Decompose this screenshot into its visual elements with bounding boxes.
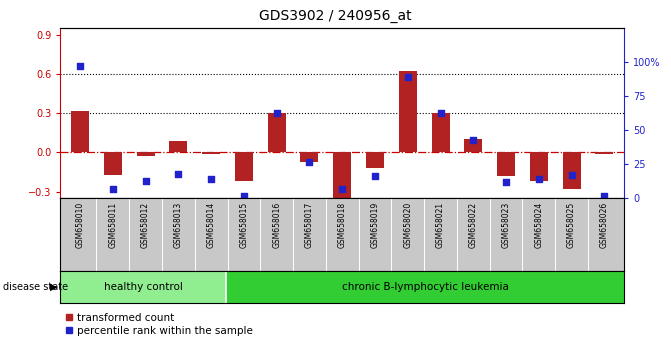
Text: GSM658015: GSM658015	[240, 202, 248, 248]
Bar	[60, 271, 226, 303]
Bar	[333, 153, 351, 198]
Point	[337, 186, 348, 192]
Point	[370, 174, 380, 179]
Text: disease state: disease state	[3, 282, 68, 292]
Point	[206, 176, 217, 182]
Text: GSM658023: GSM658023	[501, 202, 511, 248]
Text: GSM658021: GSM658021	[436, 202, 445, 248]
Bar	[104, 153, 122, 175]
Bar	[366, 153, 384, 168]
Bar	[431, 113, 450, 153]
Text: GSM658017: GSM658017	[305, 202, 314, 248]
Text: ▶: ▶	[50, 282, 57, 292]
Text: GSM658012: GSM658012	[141, 202, 150, 248]
Bar	[202, 153, 220, 154]
Bar	[595, 153, 613, 154]
Text: GSM658020: GSM658020	[403, 202, 412, 248]
Bar	[530, 153, 548, 181]
Text: GSM658022: GSM658022	[469, 202, 478, 248]
Point	[238, 193, 249, 198]
Bar	[464, 139, 482, 153]
Point	[140, 178, 151, 183]
Bar	[562, 153, 580, 189]
Bar	[235, 153, 253, 181]
Point	[435, 110, 446, 115]
Point	[599, 193, 610, 198]
Text: GSM658011: GSM658011	[108, 202, 117, 248]
Point	[304, 159, 315, 164]
Text: healthy control: healthy control	[104, 282, 183, 292]
Point	[107, 186, 118, 192]
Text: GSM658024: GSM658024	[534, 202, 544, 248]
Bar	[226, 271, 624, 303]
Bar	[399, 72, 417, 153]
Text: GSM658014: GSM658014	[207, 202, 215, 248]
Point	[403, 74, 413, 80]
Text: GSM658026: GSM658026	[600, 202, 609, 248]
Bar	[497, 153, 515, 176]
Text: GSM658010: GSM658010	[76, 202, 85, 248]
Point	[468, 137, 478, 143]
Legend: transformed count, percentile rank within the sample: transformed count, percentile rank withi…	[66, 313, 253, 336]
Bar	[301, 153, 319, 162]
Bar	[268, 113, 286, 153]
Text: GSM658013: GSM658013	[174, 202, 183, 248]
Point	[533, 176, 544, 182]
Text: GSM658016: GSM658016	[272, 202, 281, 248]
Text: GDS3902 / 240956_at: GDS3902 / 240956_at	[259, 9, 412, 23]
Text: GSM658025: GSM658025	[567, 202, 576, 248]
Bar	[71, 111, 89, 153]
Point	[74, 64, 85, 69]
Point	[501, 179, 511, 185]
Text: GSM658019: GSM658019	[370, 202, 380, 248]
Bar	[169, 141, 187, 153]
Text: chronic B-lymphocytic leukemia: chronic B-lymphocytic leukemia	[342, 282, 509, 292]
Text: GSM658018: GSM658018	[338, 202, 347, 248]
Point	[271, 110, 282, 115]
Point	[566, 172, 577, 178]
Point	[173, 171, 184, 177]
Bar	[137, 153, 154, 156]
